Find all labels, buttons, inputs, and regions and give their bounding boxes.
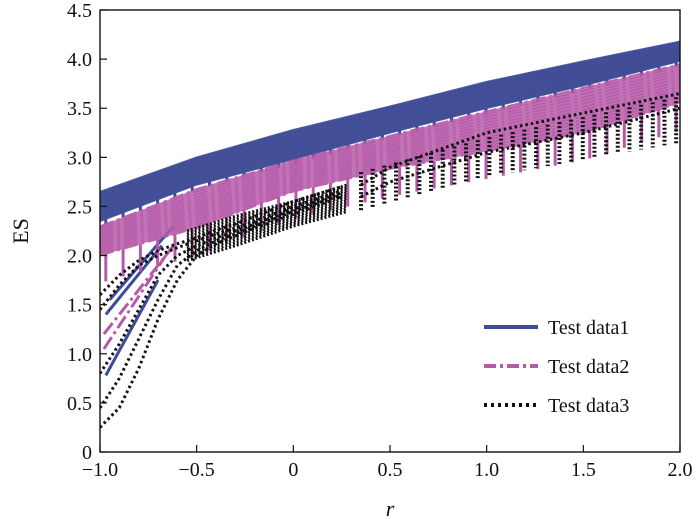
y-axis-label: ES — [8, 218, 33, 244]
y-tick-label: 1.5 — [67, 295, 92, 317]
legend-label-test-data3: Test data3 — [548, 395, 629, 417]
series-line — [186, 188, 348, 239]
legend-entry-test-data2: Test data2 — [484, 356, 629, 378]
series-line — [186, 193, 348, 245]
series-line — [186, 183, 348, 233]
x-tick-label: 0.5 — [378, 459, 403, 481]
x-tick-label: 1.5 — [571, 459, 596, 481]
legend-label-test-data1: Test data1 — [548, 317, 629, 339]
series-tail-line — [102, 254, 167, 350]
series-line — [100, 63, 680, 227]
series-line — [100, 51, 680, 210]
series-line — [186, 207, 348, 259]
y-tick-label: 4.0 — [67, 49, 92, 71]
series-line — [100, 57, 680, 218]
x-tick-label: 1.0 — [474, 459, 499, 481]
series-line — [100, 88, 680, 246]
legend: Test data1 Test data2 Test data3 — [484, 317, 629, 417]
series-line — [100, 77, 680, 238]
y-tick-label: 0 — [82, 442, 92, 464]
series-line — [100, 49, 680, 206]
series-line — [100, 53, 680, 212]
series-line — [360, 106, 680, 198]
x-axis: −1.0 −0.5 0 0.5 1.0 1.5 2.0 — [82, 445, 693, 481]
series-line — [100, 44, 680, 199]
series-line — [100, 191, 343, 375]
legend-label-test-data2: Test data2 — [548, 356, 629, 378]
series-line — [100, 189, 343, 311]
series-line — [100, 43, 680, 197]
series-line — [100, 71, 680, 234]
series-tail-line — [104, 244, 164, 316]
series-test-data3 — [100, 92, 680, 429]
series-line — [186, 209, 348, 262]
y-tick-label: 2.5 — [67, 196, 92, 218]
series-line — [186, 186, 348, 236]
series-line — [100, 58, 680, 220]
y-tick-label: 2.0 — [67, 246, 92, 268]
y-tick-label: 4.5 — [67, 0, 92, 22]
data-layer — [100, 40, 680, 429]
series-test-data1 — [100, 40, 680, 377]
series-line — [100, 47, 680, 203]
series-line — [100, 195, 343, 429]
x-tick-label: −1.0 — [82, 459, 118, 481]
series-tail-line — [104, 279, 160, 377]
series-line — [100, 85, 680, 244]
x-tick-label: 0 — [288, 459, 298, 481]
x-axis-label: r — [386, 496, 395, 519]
series-line — [100, 56, 680, 216]
y-axis: 0 0.5 1.0 1.5 2.0 2.5 3.0 3.5 4.0 4.5 — [67, 0, 107, 464]
series-line — [100, 54, 680, 214]
series-line — [186, 201, 348, 254]
series-line — [360, 92, 680, 187]
x-tick-label: −0.5 — [179, 459, 215, 481]
series-line — [100, 102, 680, 257]
series-line — [100, 46, 680, 201]
series-line — [100, 74, 680, 236]
x-tick-label: 2.0 — [668, 459, 693, 481]
series-line — [100, 80, 680, 240]
legend-entry-test-data3: Test data3 — [484, 395, 629, 417]
y-tick-label: 1.0 — [67, 344, 92, 366]
y-tick-label: 3.5 — [67, 98, 92, 120]
legend-entry-test-data1: Test data1 — [484, 317, 629, 339]
series-tail-line — [102, 244, 175, 336]
series-line — [100, 50, 680, 208]
series-line — [100, 60, 680, 222]
series-line — [100, 42, 680, 195]
series-line — [100, 66, 680, 229]
series-line — [100, 91, 680, 248]
series-line — [100, 40, 680, 193]
y-tick-label: 0.5 — [67, 393, 92, 415]
series-test-data2 — [100, 63, 680, 350]
series-line — [100, 68, 680, 232]
series-line — [100, 82, 680, 242]
y-tick-label: 3.0 — [67, 147, 92, 169]
